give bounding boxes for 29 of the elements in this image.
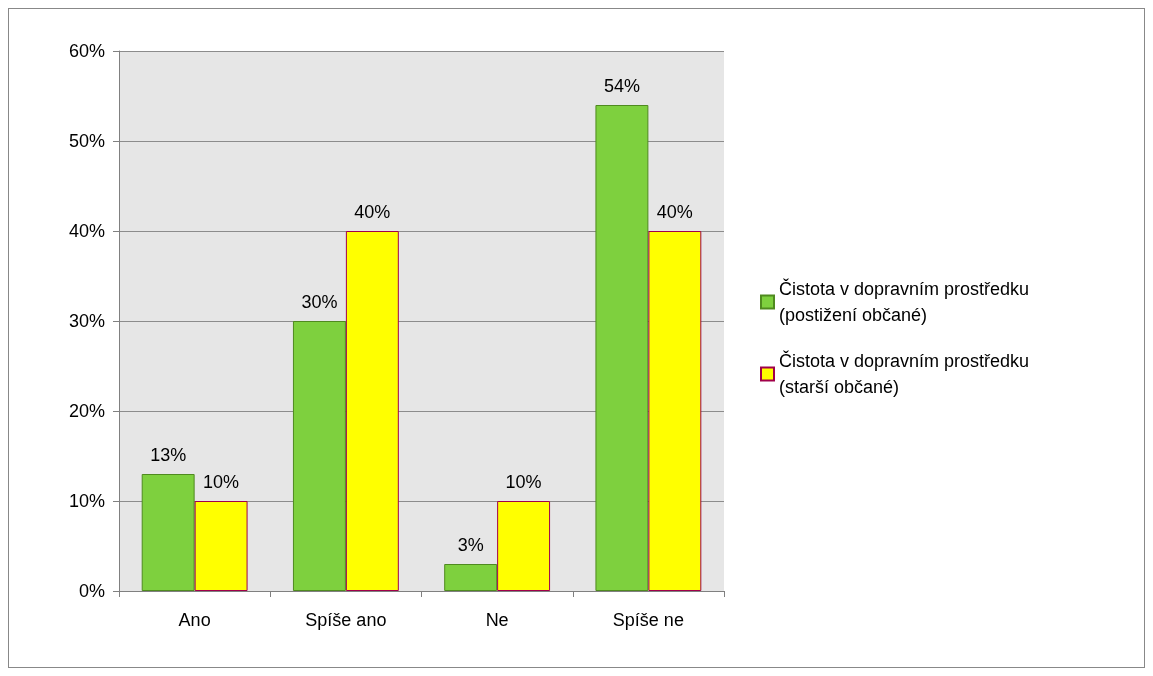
x-tick-label: Ano [178,610,211,630]
x-tick-label: Spíše ne [612,610,684,630]
data-label: 40% [656,202,693,222]
bar [595,105,649,591]
y-tick-label: 0% [78,581,105,601]
legend-label: Čistota v dopravním prostředku (postižení občané) [779,278,1035,325]
y-tick-label: 30% [68,311,105,331]
data-label: 10% [203,472,240,492]
y-tick-label: 50% [68,131,105,151]
data-label: 54% [603,76,640,96]
y-tick-label: 40% [68,221,105,241]
bar [345,231,399,591]
y-tick-label: 20% [68,401,105,421]
bar [141,474,195,591]
data-label: 10% [505,472,542,492]
data-label: 30% [301,292,338,312]
y-tick-label: 60% [68,41,105,61]
bar [292,321,346,591]
x-tick-label: Spíše ano [305,610,387,630]
bar [648,231,702,591]
y-tick-label: 10% [68,491,105,511]
data-label: 40% [354,202,391,222]
data-label: 13% [150,445,187,465]
bar [194,501,248,591]
bar [444,564,498,591]
legend-label: Čistota v dopravním prostředku (starší občané) [779,350,1035,397]
data-label: 3% [457,535,484,555]
bar [497,501,551,591]
x-tick-label: Ne [485,610,509,630]
